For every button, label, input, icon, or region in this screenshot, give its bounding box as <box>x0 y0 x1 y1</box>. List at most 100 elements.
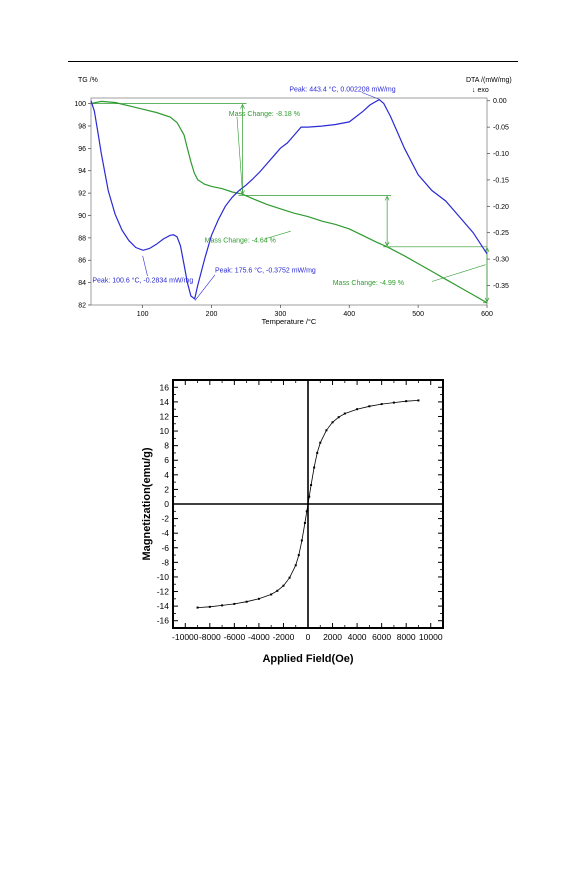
x-tick-label: 300 <box>275 311 287 318</box>
y2-tick-label: -0.10 <box>493 151 509 158</box>
y-tick-label: 12 <box>160 411 170 421</box>
peak-label: Peak: 100.6 °C, -0.2834 mW/mg <box>92 277 193 285</box>
data-point <box>233 602 236 605</box>
y2-tick-label: -0.30 <box>493 257 509 264</box>
x-tick-label: 2000 <box>323 632 342 642</box>
y-tick-label: 84 <box>78 280 86 287</box>
data-point <box>288 576 291 579</box>
data-point <box>313 466 316 469</box>
y-tick-label: 100 <box>74 101 86 108</box>
y-tick-label: 82 <box>78 303 86 310</box>
data-point <box>307 503 309 505</box>
plot-frame <box>90 97 488 306</box>
y-tick-label: 10 <box>160 426 170 436</box>
y-tick-label: 2 <box>164 484 169 494</box>
data-point <box>245 600 248 603</box>
data-point <box>405 400 408 403</box>
x-tick-label: 600 <box>481 311 493 318</box>
annotation-leader-line <box>236 116 243 194</box>
x-tick-label: 200 <box>206 311 218 318</box>
y-axis-title: Magnetization(emu/g) <box>141 447 153 560</box>
mass-step-marker-3 <box>389 246 490 304</box>
data-point <box>343 412 346 415</box>
data-point <box>308 495 311 498</box>
y-tick-label: 90 <box>78 213 86 220</box>
peak-label: Peak: 175.6 °C, -0.3752 mW/mg <box>215 267 316 275</box>
y-tick-label: -10 <box>157 572 170 582</box>
data-point <box>337 416 340 419</box>
data-point <box>257 597 260 600</box>
y-tick-label: 4 <box>164 470 169 480</box>
data-point <box>380 403 383 406</box>
x-tick-label: -4000 <box>248 632 270 642</box>
arrow-head-up <box>484 247 490 252</box>
dta-curve <box>90 98 488 300</box>
y2-tick-label: -0.35 <box>493 283 509 290</box>
x-tick-label: -8000 <box>199 632 221 642</box>
y-tick-label: 96 <box>78 146 86 153</box>
data-point <box>300 539 303 542</box>
data-point <box>270 593 273 596</box>
x-tick-label: 100 <box>137 311 149 318</box>
x-tick-label: 0 <box>306 632 311 642</box>
y2-tick-label: -0.20 <box>493 204 509 211</box>
arrow-head-up <box>240 103 245 109</box>
y-tick-label: -6 <box>161 543 169 553</box>
x-tick-label: 8000 <box>397 632 416 642</box>
y-tick-label: 16 <box>160 382 170 392</box>
data-point <box>208 605 211 608</box>
y-tick-label: 98 <box>78 123 86 130</box>
y2-tick-label: 0.00 <box>493 98 507 105</box>
x-tick-label: -2000 <box>273 632 295 642</box>
y2-tick-label: -0.15 <box>493 177 509 184</box>
peak-label: Peak: 443.4 °C, 0.002208 mW/mg <box>289 85 395 93</box>
y-axis-title: TG /% <box>78 77 98 84</box>
x-tick-label: 6000 <box>372 632 391 642</box>
y2-axis-title: DTA /(mW/mg) <box>466 77 512 84</box>
annotation-leader-line <box>194 274 216 301</box>
mass-change-label: Mass Change: -4.64 % <box>205 237 276 244</box>
y-tick-label: 14 <box>160 397 170 407</box>
page-header-rule <box>68 61 518 62</box>
annotation-leader-line <box>361 92 379 100</box>
y-tick-label: 86 <box>78 258 86 265</box>
data-point <box>221 604 224 607</box>
data-point <box>325 429 328 432</box>
y-tick-label: -2 <box>161 514 169 524</box>
data-point <box>392 401 395 404</box>
y-tick-label: -16 <box>157 616 170 626</box>
mass-change-label: Mass Change: -8.18 % <box>229 111 300 118</box>
arrow-head-up <box>384 195 390 201</box>
data-point <box>310 484 313 487</box>
x-tick-label: 10000 <box>419 632 443 642</box>
arrow-head-down <box>384 241 390 247</box>
x-tick-label: 500 <box>412 311 424 318</box>
x-tick-label: -6000 <box>223 632 245 642</box>
data-point <box>305 510 308 513</box>
y-tick-label: -14 <box>157 601 170 611</box>
annotation-leader-line <box>142 255 148 276</box>
magnetization-chart: -10000 -8000 -6000 -4000 -2000 0 2000 4000 6000 8… <box>141 379 444 665</box>
x-axis-title: Temperature /°C <box>262 317 317 326</box>
exo-arrow-label: ↓ exo <box>472 87 489 94</box>
y-tick-label: -12 <box>157 587 170 597</box>
y-tick-label: 88 <box>78 235 86 242</box>
arrow-head-down <box>484 297 490 303</box>
y2-tick-label: -0.25 <box>493 230 509 237</box>
data-point <box>294 564 297 567</box>
x-axis-title: Applied Field(Oe) <box>262 653 353 665</box>
x-tick-label: 400 <box>343 311 355 318</box>
data-point <box>331 421 334 424</box>
y-tick-label: 8 <box>164 441 169 451</box>
mass-change-label: Mass Change: -4.99 % <box>333 280 404 287</box>
y2-tick-label: -0.05 <box>493 125 509 132</box>
y-tick-label: 92 <box>78 191 86 198</box>
y-tick-label: -4 <box>161 528 169 538</box>
data-point <box>282 584 285 587</box>
x-tick-label: -10000 <box>172 632 199 642</box>
data-point <box>319 441 322 444</box>
x-tick-label: 4000 <box>348 632 367 642</box>
y-tick-label: 6 <box>164 455 169 465</box>
annotation-leader-line <box>431 264 486 282</box>
tg-curve <box>90 100 488 304</box>
